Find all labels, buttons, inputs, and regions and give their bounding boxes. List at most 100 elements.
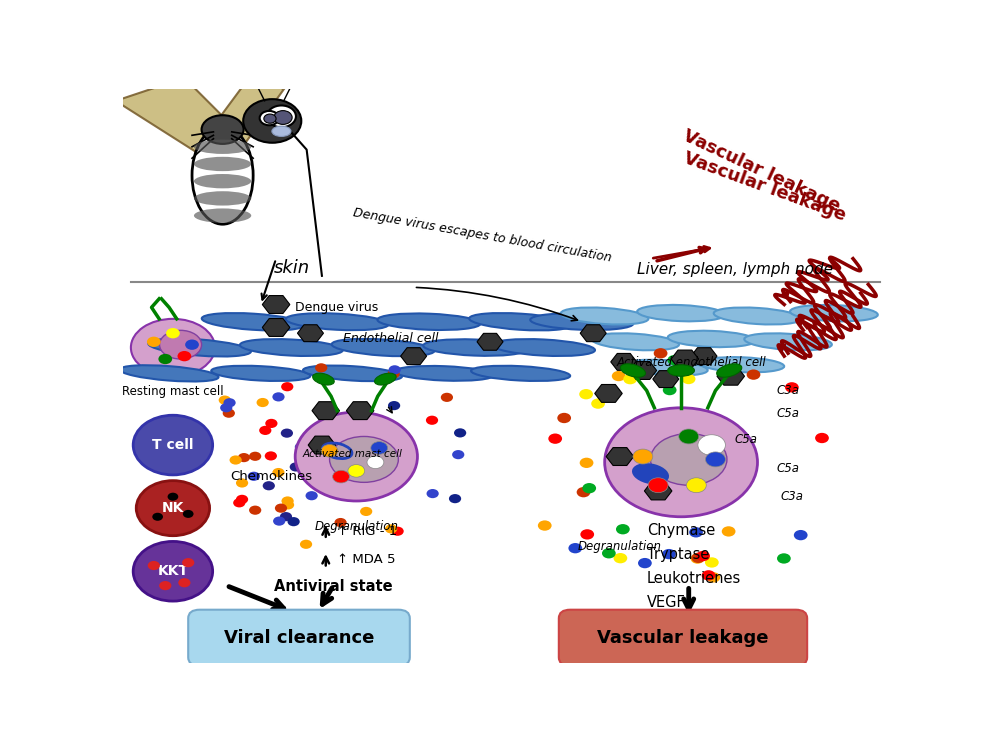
Ellipse shape: [471, 366, 570, 381]
Circle shape: [166, 328, 179, 338]
Circle shape: [316, 364, 327, 372]
Circle shape: [230, 455, 242, 465]
Circle shape: [281, 428, 293, 438]
Circle shape: [690, 554, 704, 564]
Polygon shape: [477, 333, 503, 350]
Circle shape: [580, 457, 594, 468]
Circle shape: [300, 539, 313, 549]
Circle shape: [281, 496, 294, 506]
Polygon shape: [262, 296, 290, 314]
Circle shape: [689, 527, 703, 537]
Circle shape: [262, 481, 275, 490]
Circle shape: [449, 494, 461, 503]
Text: Degranulation: Degranulation: [315, 520, 398, 533]
Circle shape: [441, 393, 453, 402]
Circle shape: [321, 445, 338, 457]
Circle shape: [249, 506, 261, 515]
Circle shape: [662, 549, 675, 559]
Ellipse shape: [303, 366, 402, 381]
Text: ↑ MDA 5: ↑ MDA 5: [337, 554, 395, 566]
Circle shape: [702, 570, 716, 580]
Text: KKT: KKT: [158, 564, 188, 578]
Circle shape: [454, 428, 466, 437]
Circle shape: [557, 413, 571, 423]
Circle shape: [223, 408, 235, 418]
Circle shape: [722, 526, 736, 536]
Ellipse shape: [375, 373, 396, 385]
Circle shape: [611, 371, 625, 381]
Circle shape: [654, 348, 668, 358]
Circle shape: [259, 426, 271, 435]
Ellipse shape: [313, 373, 334, 385]
Ellipse shape: [194, 174, 251, 188]
Polygon shape: [610, 353, 637, 370]
Ellipse shape: [211, 366, 311, 381]
Circle shape: [648, 478, 669, 492]
Circle shape: [453, 450, 464, 459]
Ellipse shape: [668, 365, 694, 376]
Text: C3a: C3a: [777, 384, 800, 397]
Circle shape: [696, 551, 710, 561]
Circle shape: [264, 114, 276, 123]
Circle shape: [185, 340, 199, 350]
Ellipse shape: [192, 127, 253, 224]
Ellipse shape: [651, 434, 727, 485]
Circle shape: [668, 355, 681, 365]
Ellipse shape: [592, 333, 679, 350]
Text: Vascular leakage: Vascular leakage: [681, 149, 849, 224]
Ellipse shape: [604, 408, 757, 517]
Ellipse shape: [624, 360, 708, 375]
Circle shape: [537, 521, 551, 530]
Circle shape: [705, 557, 719, 568]
FancyBboxPatch shape: [559, 609, 808, 666]
Polygon shape: [580, 325, 606, 342]
Ellipse shape: [331, 339, 435, 356]
Circle shape: [136, 481, 210, 536]
Circle shape: [224, 398, 236, 408]
Circle shape: [182, 558, 194, 567]
Polygon shape: [645, 482, 671, 500]
Circle shape: [238, 453, 250, 462]
Polygon shape: [629, 361, 657, 379]
Circle shape: [159, 354, 173, 364]
Text: Resting mast cell: Resting mast cell: [122, 385, 224, 398]
Ellipse shape: [790, 305, 878, 321]
Circle shape: [746, 370, 760, 380]
Circle shape: [236, 495, 248, 504]
Ellipse shape: [131, 319, 215, 376]
Circle shape: [785, 382, 799, 393]
Circle shape: [581, 529, 595, 539]
Ellipse shape: [240, 339, 343, 356]
Circle shape: [777, 554, 791, 564]
Text: Endothelial cell: Endothelial cell: [343, 332, 439, 345]
Text: VEGF: VEGF: [647, 595, 685, 610]
Text: C5a: C5a: [735, 433, 757, 446]
Ellipse shape: [201, 115, 244, 144]
Polygon shape: [115, 78, 230, 164]
Circle shape: [177, 351, 191, 361]
Circle shape: [274, 110, 292, 124]
Ellipse shape: [259, 111, 279, 125]
Circle shape: [275, 504, 287, 513]
Text: Vascular leakage: Vascular leakage: [597, 629, 768, 647]
Circle shape: [794, 530, 808, 540]
Circle shape: [678, 429, 699, 444]
Ellipse shape: [469, 313, 572, 331]
Ellipse shape: [160, 330, 201, 359]
Circle shape: [665, 371, 678, 381]
Circle shape: [367, 456, 384, 469]
Circle shape: [147, 337, 161, 347]
Circle shape: [288, 517, 300, 526]
Text: Activated mast cell: Activated mast cell: [303, 448, 402, 459]
Ellipse shape: [668, 331, 755, 347]
Circle shape: [426, 416, 438, 425]
Circle shape: [332, 470, 349, 483]
Polygon shape: [346, 402, 374, 419]
Circle shape: [220, 403, 233, 412]
Circle shape: [272, 468, 285, 477]
Text: Tryptase: Tryptase: [647, 547, 709, 562]
Circle shape: [663, 385, 676, 396]
Circle shape: [602, 548, 615, 559]
Circle shape: [244, 99, 302, 143]
Circle shape: [282, 501, 294, 510]
